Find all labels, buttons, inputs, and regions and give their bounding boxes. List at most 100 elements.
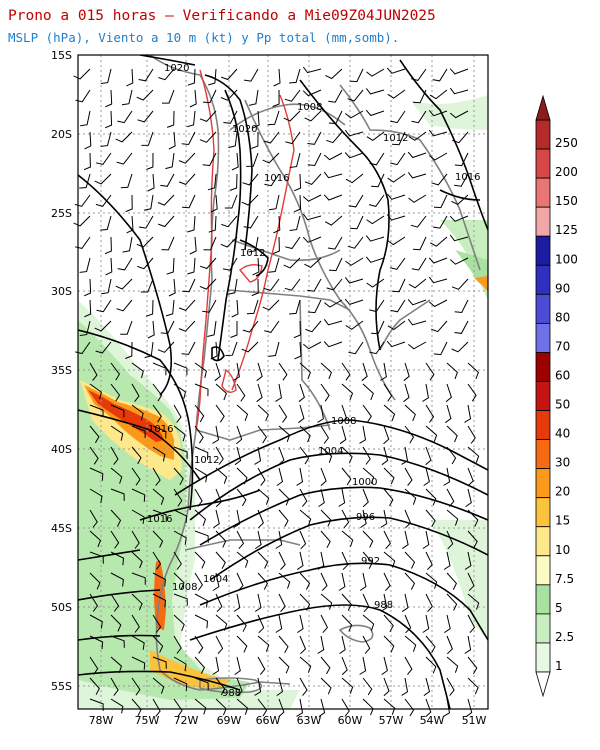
wind-barb bbox=[383, 572, 391, 592]
wind-barb bbox=[341, 383, 354, 401]
wind-barb bbox=[223, 110, 238, 124]
wind-barb bbox=[84, 131, 92, 150]
wind-barb bbox=[236, 635, 248, 653]
wind-barb bbox=[278, 425, 291, 442]
wind-barb bbox=[296, 467, 304, 486]
wind-barb bbox=[236, 614, 247, 632]
wind-barb bbox=[366, 278, 385, 288]
wind-barb bbox=[360, 509, 367, 529]
wind-barb bbox=[429, 152, 448, 161]
wind-barb bbox=[152, 572, 166, 587]
wind-barb bbox=[110, 551, 125, 566]
lat-axis: 15S 20S 25S 30S 35S 40S 45S 50S 55S bbox=[51, 49, 72, 693]
wind-barb bbox=[110, 362, 121, 381]
wind-barb bbox=[341, 677, 354, 694]
wind-barb bbox=[339, 425, 347, 445]
wind-barb bbox=[257, 425, 268, 444]
wind-barb bbox=[120, 320, 133, 335]
wind-barb bbox=[318, 698, 326, 718]
wind-barb bbox=[256, 383, 263, 403]
colorbar-label: 90 bbox=[555, 281, 570, 295]
wind-barb bbox=[168, 278, 176, 297]
wind-barb bbox=[425, 425, 438, 442]
wind-barb bbox=[428, 276, 448, 284]
wind-barb bbox=[152, 530, 164, 548]
wind-barb bbox=[236, 530, 245, 550]
wind-barb bbox=[467, 656, 478, 675]
wind-barb bbox=[212, 656, 220, 675]
wind-barb bbox=[283, 257, 301, 269]
wind-barb bbox=[131, 446, 142, 465]
lat-label: 50S bbox=[51, 601, 72, 614]
wind-barb bbox=[194, 677, 209, 690]
wind-barb bbox=[467, 614, 476, 634]
wind-barb bbox=[446, 677, 455, 696]
lon-label: 57W bbox=[379, 714, 404, 727]
wind-barb bbox=[365, 256, 385, 263]
wind-barb bbox=[234, 656, 241, 676]
wind-barb bbox=[202, 89, 217, 104]
lon-label: 63W bbox=[297, 714, 322, 727]
colorbar-label: 250 bbox=[555, 136, 578, 150]
wind-barb bbox=[136, 89, 154, 101]
wind-barb bbox=[207, 173, 217, 191]
wind-barb bbox=[369, 341, 385, 355]
wind-barb bbox=[187, 68, 196, 86]
wind-barb bbox=[422, 530, 430, 549]
wind-barb bbox=[299, 656, 312, 673]
wind-barb bbox=[432, 68, 448, 82]
wind-barb bbox=[73, 68, 91, 80]
wind-barb bbox=[446, 362, 458, 380]
wind-barb bbox=[445, 383, 452, 403]
lat-label: 55S bbox=[51, 680, 72, 693]
wind-barb bbox=[449, 110, 469, 119]
wind-barb bbox=[341, 509, 350, 529]
wind-barb bbox=[104, 236, 112, 255]
wind-barb bbox=[215, 488, 222, 508]
wind-barb bbox=[283, 110, 301, 122]
wind-barb bbox=[222, 257, 238, 271]
wind-barb bbox=[178, 152, 196, 164]
wind-barb bbox=[320, 467, 327, 487]
wind-barb bbox=[147, 320, 155, 339]
isobar-label: 1016 bbox=[148, 424, 173, 435]
wind-barb bbox=[173, 656, 187, 672]
wind-barb bbox=[131, 551, 143, 569]
wind-barb bbox=[173, 677, 188, 691]
wind-barb bbox=[425, 404, 435, 423]
wind-barb bbox=[241, 341, 259, 353]
wind-barb bbox=[422, 614, 430, 633]
wind-barb bbox=[349, 215, 364, 230]
wind-barb bbox=[307, 278, 322, 292]
wind-barb bbox=[425, 656, 437, 674]
wind-barb bbox=[467, 530, 478, 548]
wind-barb bbox=[248, 89, 259, 106]
wind-barb bbox=[126, 68, 134, 87]
wind-barb bbox=[110, 383, 121, 402]
wind-barb bbox=[89, 635, 104, 650]
wind-barb bbox=[362, 383, 374, 401]
wind-barb bbox=[140, 278, 154, 293]
wind-barb bbox=[383, 467, 395, 485]
colorbar-bottom-arrow bbox=[535, 671, 551, 698]
wind-barb bbox=[464, 635, 472, 654]
colorbar-swatch bbox=[535, 381, 551, 411]
wind-barb bbox=[305, 320, 322, 333]
wind-barb bbox=[242, 173, 259, 186]
wind-barb bbox=[443, 467, 451, 486]
isobar-labels: 1020 1020 1008 1012 1016 1016 1012 1016 … bbox=[147, 63, 480, 699]
wind-barb bbox=[411, 110, 427, 124]
wind-barb bbox=[323, 152, 343, 161]
wind-barb bbox=[215, 593, 223, 613]
wind-barb bbox=[199, 278, 217, 290]
wind-barb bbox=[307, 152, 322, 167]
wind-barb bbox=[303, 341, 322, 350]
wind-barb bbox=[131, 593, 143, 611]
wind-barb bbox=[465, 698, 473, 718]
wind-barb bbox=[117, 110, 133, 124]
wind-barb bbox=[213, 509, 220, 529]
wind-barb bbox=[173, 404, 182, 423]
wind-barb bbox=[194, 593, 208, 608]
wind-barb bbox=[361, 362, 368, 382]
wind-barb bbox=[194, 446, 209, 460]
